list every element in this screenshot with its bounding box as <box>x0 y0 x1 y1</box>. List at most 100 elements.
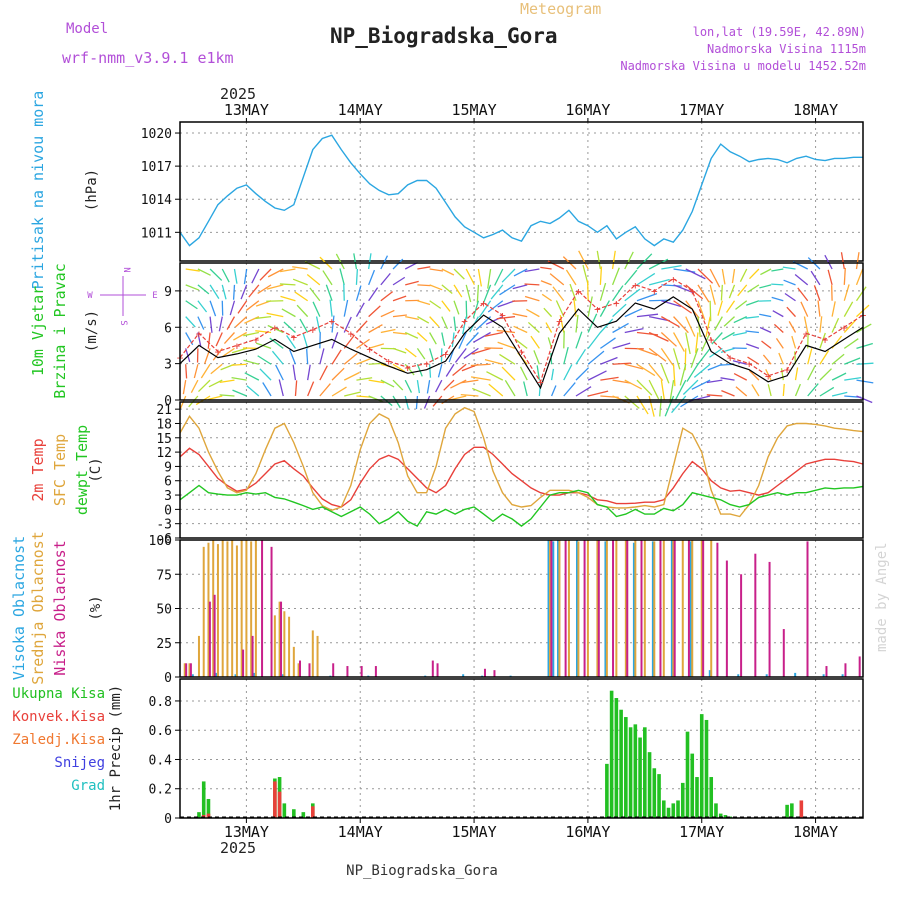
gust-marker: + <box>442 348 449 361</box>
precip-bar <box>638 737 642 818</box>
wind-arrow <box>452 363 467 377</box>
wind-arrow <box>266 312 284 318</box>
wind-arrow <box>458 332 467 349</box>
wind-arrow <box>219 394 235 397</box>
wind-arrow <box>728 284 736 299</box>
wind-arrow <box>331 315 335 333</box>
cloud-bar <box>740 574 743 677</box>
cloud-bar <box>316 635 319 677</box>
wind-arrow <box>721 331 735 341</box>
wind-arrow <box>392 314 407 318</box>
wind-arrow <box>624 308 643 318</box>
wind-arrow <box>855 268 864 286</box>
gust-marker: + <box>556 315 563 328</box>
wind-arrow <box>661 264 682 270</box>
cloud-bar <box>270 546 273 677</box>
panel-ylabel: Niska Oblacnost <box>51 540 69 675</box>
wind-arrow <box>624 379 643 390</box>
precip-bar <box>292 809 296 818</box>
wind-arrow <box>672 332 685 352</box>
wind-compass-icon: N W E S <box>87 267 157 325</box>
compass-w: W <box>87 291 93 301</box>
wind-arrow <box>209 268 223 281</box>
gust-marker: + <box>518 346 525 359</box>
wind-arrow <box>441 332 446 346</box>
wind-arrow <box>292 266 308 270</box>
wind-arrow <box>697 268 714 284</box>
wind-arrow <box>831 318 840 333</box>
wind-arrow <box>472 300 480 318</box>
ytick-label: 21 <box>156 403 172 418</box>
wind-arrow <box>540 280 552 286</box>
wind-arrow <box>745 300 760 306</box>
ytick-label: 6 <box>164 321 172 336</box>
wind-arrow <box>392 276 406 286</box>
ytick-label: -3 <box>156 518 172 533</box>
station-title: NP_Biogradska_Gora <box>330 24 558 48</box>
cloud-bar <box>689 541 692 677</box>
wind-arrow <box>197 300 208 313</box>
wind-arrow <box>807 348 813 365</box>
wind-arrow <box>555 300 565 317</box>
cloud-bar <box>687 540 690 677</box>
wind-arrow <box>783 279 796 286</box>
wind-arrow <box>279 283 296 286</box>
wind-arrow <box>343 352 358 365</box>
wind-arrow <box>329 299 333 317</box>
wind-arrow <box>465 268 475 285</box>
compass-s: S <box>118 320 128 325</box>
wind-arrow <box>612 379 631 384</box>
wind-arrow <box>599 300 610 317</box>
wind-arrow <box>380 291 394 302</box>
wind-arrow <box>266 284 284 290</box>
cloud-bar <box>716 542 719 677</box>
precip-bar <box>197 812 201 818</box>
gust-marker: + <box>215 346 222 359</box>
wind-arrow <box>496 329 516 334</box>
wind-arrow <box>612 362 631 365</box>
wind-arrow <box>209 284 220 299</box>
wind-arrow <box>497 341 516 349</box>
wind-arrow <box>524 295 540 302</box>
model-altitude-text: Nadmorska Visina u modelu 1452.52m <box>620 59 866 73</box>
wind-arrow <box>550 368 555 381</box>
wind-arrow <box>545 322 553 333</box>
wind-arrow <box>368 269 376 286</box>
wind-arrow <box>416 332 428 342</box>
gust-marker: + <box>784 364 791 377</box>
wind-arrow <box>735 386 748 397</box>
wind-arrow <box>611 250 616 270</box>
wind-arrow <box>624 251 634 270</box>
cloud-bar <box>250 541 253 677</box>
wind-arrow <box>416 348 426 360</box>
wind-arrow <box>855 286 867 302</box>
wind-arrow <box>490 284 504 300</box>
wind-arrow <box>219 379 235 383</box>
wind-arrow <box>355 302 365 317</box>
wind-arrow <box>207 395 223 401</box>
cloud-bar <box>242 649 245 677</box>
wind-arrow <box>725 300 736 313</box>
wind-arrow <box>720 347 735 354</box>
ytick-label: 25 <box>156 637 172 652</box>
wind-arrow <box>257 355 272 365</box>
gust-marker: + <box>594 303 601 316</box>
cloud-bar <box>672 540 675 677</box>
wind-arrow <box>672 348 681 370</box>
series-line-1 <box>179 406 864 518</box>
wind-title-line: 10m Vjetar <box>29 286 47 376</box>
wind-arrow <box>819 332 826 349</box>
cloud-bar <box>564 540 567 677</box>
wind-arrow <box>417 284 431 287</box>
cloud-bar <box>782 629 785 677</box>
credit-text: made by Angel <box>874 542 890 652</box>
bottom-day-label: 16MAY <box>565 823 610 841</box>
wind-arrow <box>185 300 198 310</box>
wind-arrow <box>648 331 669 342</box>
wind-arrow <box>550 385 557 397</box>
wind-arrow <box>185 316 196 328</box>
wind-arrow <box>771 283 784 286</box>
wind-arrow <box>807 383 819 397</box>
precip-bar <box>624 717 628 818</box>
precip-legend-item: Grad <box>71 778 105 794</box>
